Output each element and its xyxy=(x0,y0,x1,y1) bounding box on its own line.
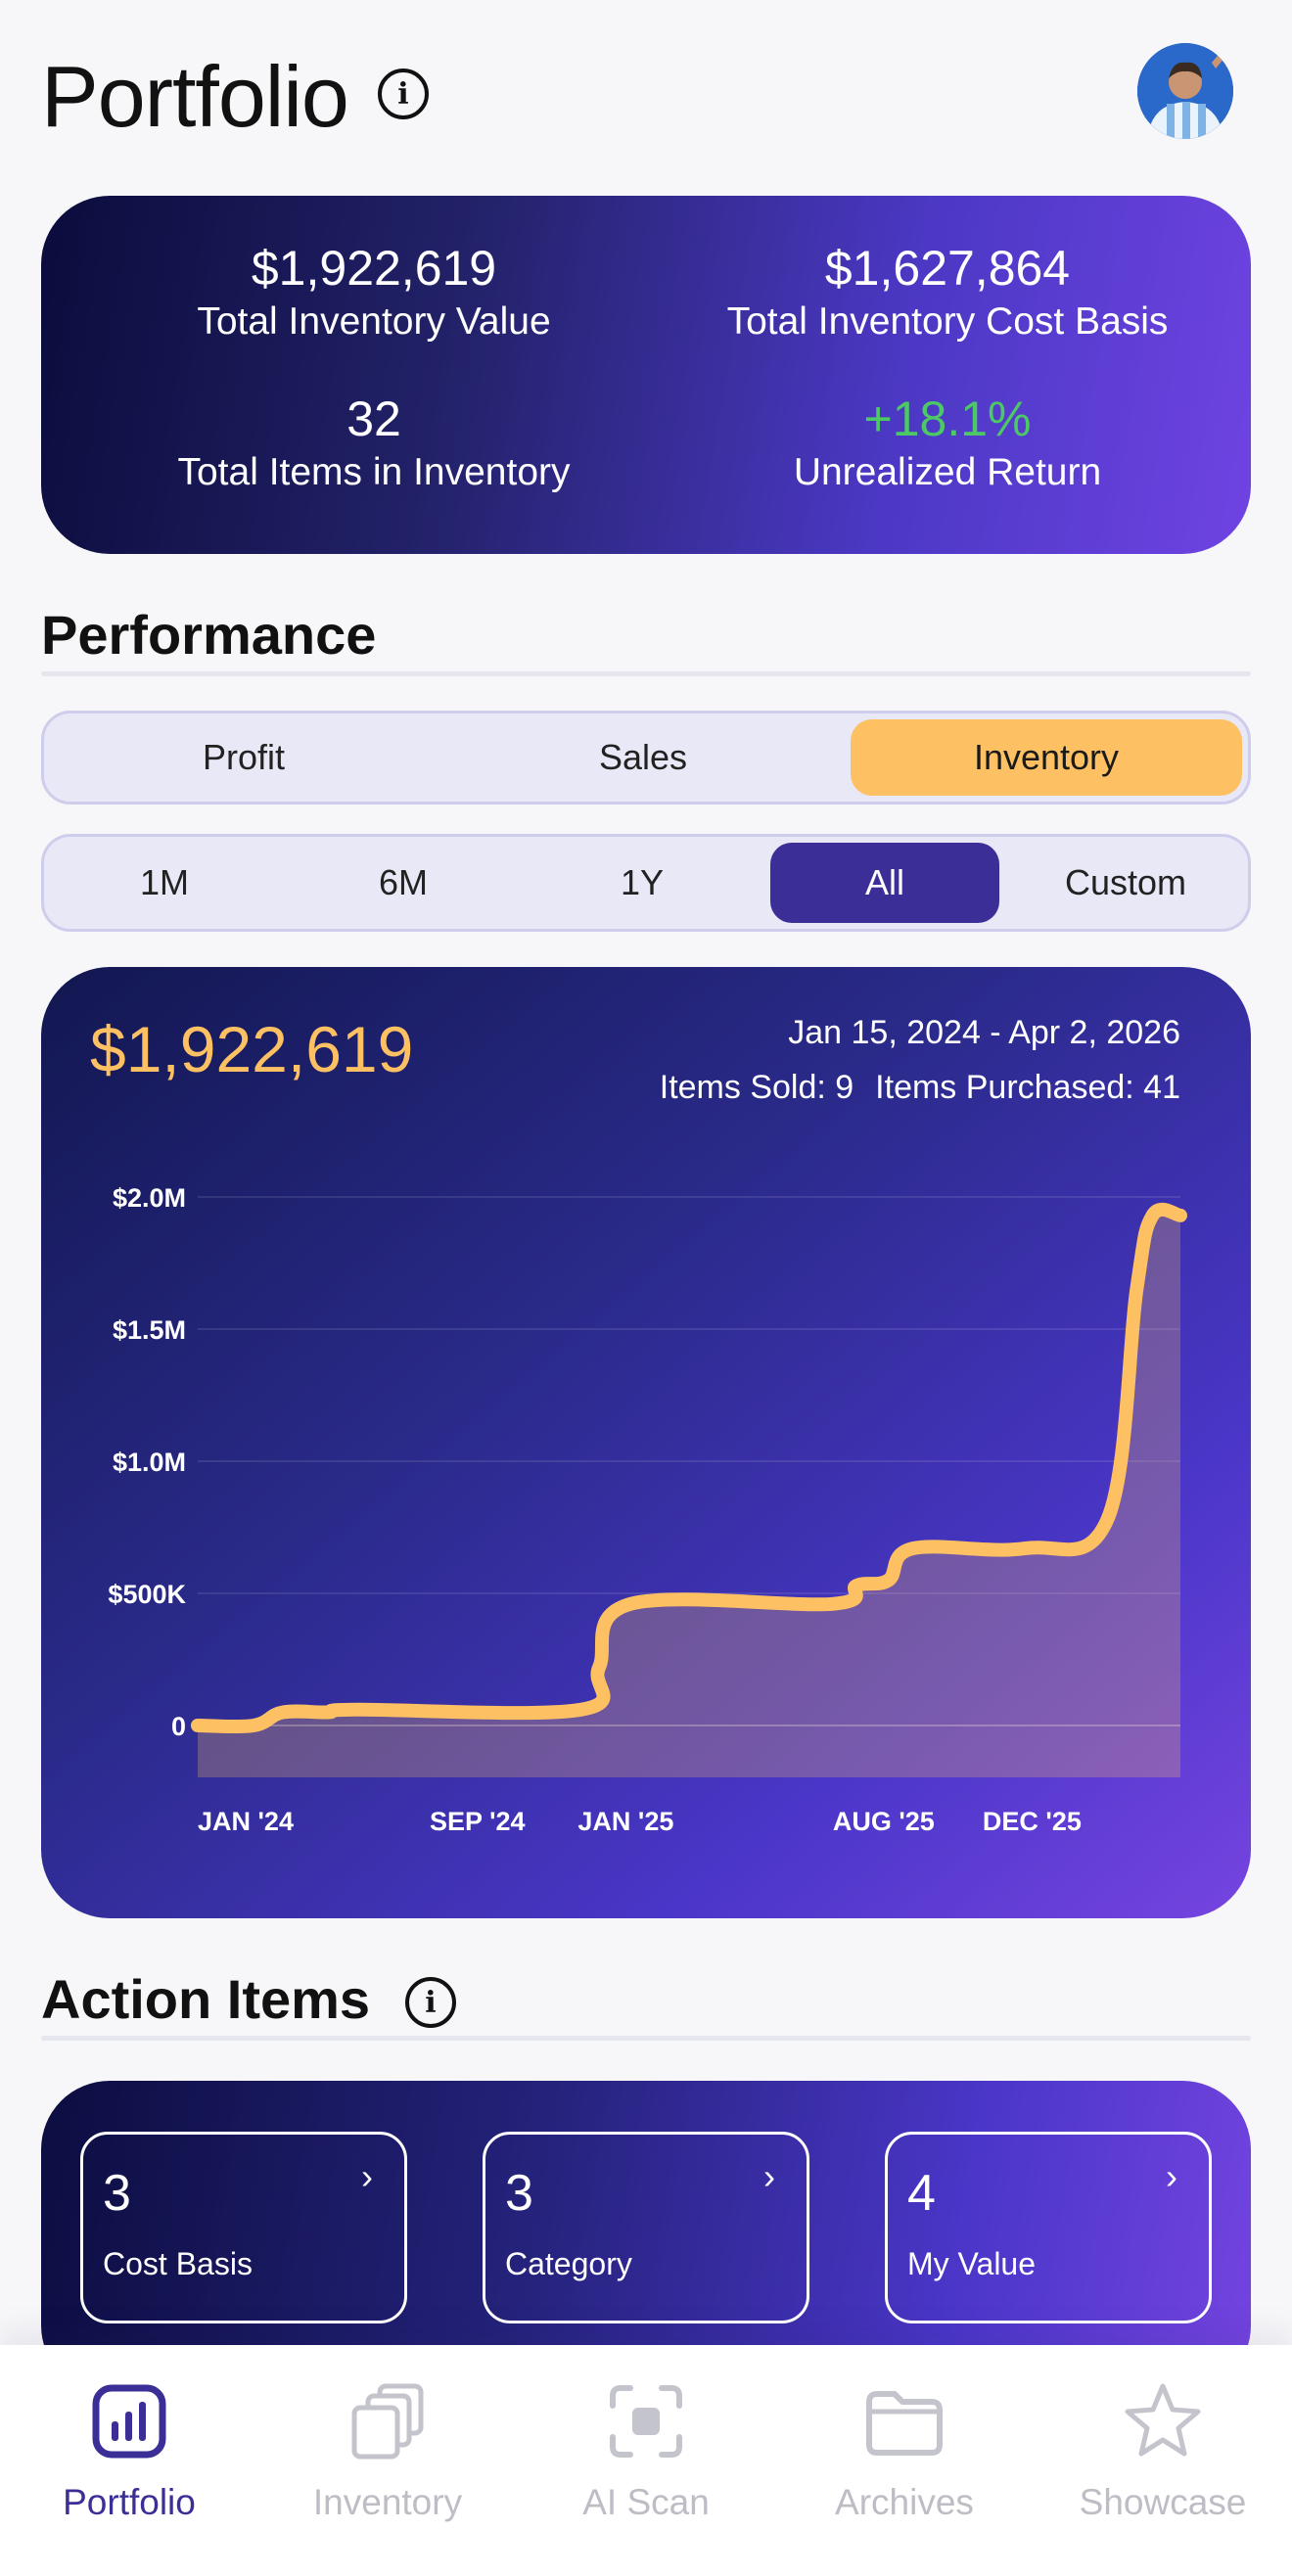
chevron-right-icon: › xyxy=(1166,2156,1177,2196)
bottom-tab-bar: Portfolio Inventory AI Scan Archives Sho… xyxy=(0,2345,1292,2576)
action-items-divider xyxy=(41,2036,1251,2041)
total-cost-basis: $1,627,864 Total Inventory Cost Basis xyxy=(673,239,1222,346)
total-value-amount: $1,922,619 xyxy=(251,241,497,296)
unrealized-return-value: +18.1% xyxy=(863,391,1032,446)
unrealized-return: +18.1% Unrealized Return xyxy=(673,390,1222,497)
items-purchased: Items Purchased: 41 xyxy=(875,1069,1180,1106)
cost-basis-amount: $1,627,864 xyxy=(824,241,1071,296)
action-count: 3 xyxy=(103,2165,131,2222)
x-tick-label: JAN '25 xyxy=(577,1807,673,1836)
action-tile-my-value[interactable]: 4 My Value › xyxy=(885,2132,1212,2323)
unrealized-return-label: Unrealized Return xyxy=(793,451,1102,493)
x-tick-label: JAN '24 xyxy=(198,1807,294,1836)
page-title: Portfolio xyxy=(41,48,349,145)
y-tick-label: $1.5M xyxy=(113,1315,186,1345)
tab-inventory[interactable]: Inventory xyxy=(851,719,1242,796)
action-label: My Value xyxy=(907,2246,1037,2281)
inventory-area-chart[interactable]: $2.0M $1.5M $1.0M $500K 0 JAN '24 SEP '24 JAN '… xyxy=(41,967,1251,1918)
performance-divider xyxy=(41,671,1251,676)
tab-label: Inventory xyxy=(312,2482,463,2522)
y-tick-label: $2.0M xyxy=(113,1183,186,1213)
info-icon[interactable]: i xyxy=(378,69,429,119)
bar-chart-icon xyxy=(92,2384,166,2459)
tab-label: Showcase xyxy=(1079,2482,1247,2522)
avatar-photo xyxy=(1137,43,1233,139)
action-items-title: Action Items xyxy=(41,1968,371,2030)
action-label: Category xyxy=(505,2246,632,2281)
tab-profit[interactable]: Profit xyxy=(202,737,286,777)
range-1m[interactable]: 1M xyxy=(139,862,189,902)
range-all[interactable]: All xyxy=(770,843,999,923)
range-6m[interactable]: 6M xyxy=(378,862,428,902)
action-tile-category[interactable]: 3 Category › xyxy=(483,2132,809,2323)
action-count: 4 xyxy=(907,2165,936,2222)
chevron-right-icon: › xyxy=(361,2156,373,2196)
y-tick-label: $500K xyxy=(108,1580,186,1609)
tab-inventory-nav[interactable]: Inventory xyxy=(258,2380,517,2523)
action-tile-cost-basis[interactable]: 3 Cost Basis › xyxy=(80,2132,407,2323)
tab-archives[interactable]: Archives xyxy=(775,2380,1034,2523)
x-tick-label: DEC '25 xyxy=(983,1807,1082,1836)
action-items-card: 3 Cost Basis › 3 Category › 4 My Value › xyxy=(41,2081,1251,2394)
x-tick-label: AUG '25 xyxy=(833,1807,935,1836)
scan-icon xyxy=(610,2385,682,2458)
total-inventory-value: $1,922,619 Total Inventory Value xyxy=(100,239,648,346)
total-value-label: Total Inventory Value xyxy=(197,300,551,343)
chevron-right-icon: › xyxy=(763,2156,775,2196)
performance-title: Performance xyxy=(41,604,377,666)
summary-card: $1,922,619 Total Inventory Value $1,627,… xyxy=(41,196,1251,554)
range-1y[interactable]: 1Y xyxy=(620,862,665,902)
y-tick-label: 0 xyxy=(171,1712,186,1741)
folder-icon xyxy=(866,2391,943,2456)
inventory-chart-card: $1,922,619 Jan 15, 2024 - Apr 2, 2026 It… xyxy=(41,967,1251,1918)
action-count: 3 xyxy=(505,2165,533,2222)
tab-portfolio[interactable]: Portfolio xyxy=(0,2380,258,2523)
items-count-label: Total Items in Inventory xyxy=(177,451,571,493)
range-custom[interactable]: Custom xyxy=(1064,862,1187,902)
series-line xyxy=(191,1202,1187,1734)
avatar[interactable] xyxy=(1137,43,1233,139)
x-tick-label: SEP '24 xyxy=(430,1807,526,1836)
y-tick-label: $1.0M xyxy=(113,1448,186,1477)
tab-showcase[interactable]: Showcase xyxy=(1034,2380,1292,2523)
series-area xyxy=(198,1209,1180,1777)
tab-label: Archives xyxy=(835,2482,974,2522)
cost-basis-label: Total Inventory Cost Basis xyxy=(726,300,1169,343)
chart-current-value: $1,922,619 xyxy=(90,1013,414,1085)
tab-label: AI Scan xyxy=(582,2482,710,2522)
metric-segmented-control: Profit Sales Inventory xyxy=(41,711,1251,805)
action-items-info-icon[interactable]: i xyxy=(405,1977,456,2028)
tab-ai-scan[interactable]: AI Scan xyxy=(517,2380,775,2523)
action-label: Cost Basis xyxy=(103,2246,253,2281)
star-icon xyxy=(1125,2383,1201,2457)
stacked-cards-icon xyxy=(351,2383,424,2460)
chart-date-range: Jan 15, 2024 - Apr 2, 2026 xyxy=(788,1014,1180,1051)
total-items: 32 Total Items in Inventory xyxy=(100,390,648,497)
items-sold: Items Sold: 9 xyxy=(659,1069,854,1106)
range-segmented-control: 1M 6M 1Y All Custom xyxy=(41,834,1251,932)
chart-meta: Items Sold: 9 Items Purchased: 41 xyxy=(660,1069,1180,1107)
tab-label: Portfolio xyxy=(63,2482,196,2522)
tab-sales[interactable]: Sales xyxy=(598,737,688,777)
items-count: 32 xyxy=(346,391,401,446)
